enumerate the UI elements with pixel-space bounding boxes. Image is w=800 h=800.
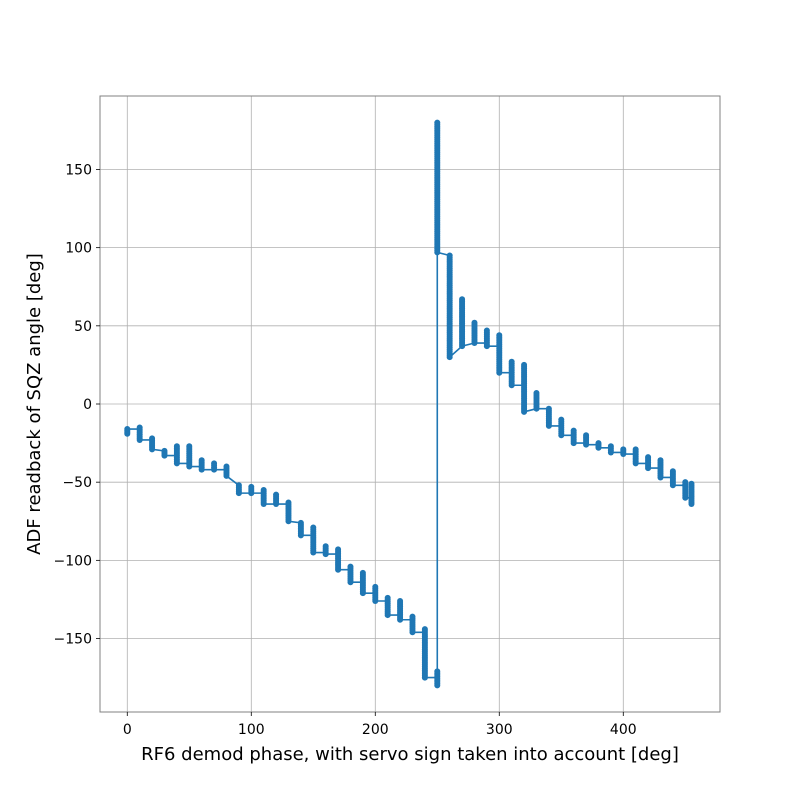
x-axis-label: RF6 demod phase, with servo sign taken i… xyxy=(141,744,679,765)
data-point xyxy=(335,546,342,553)
data-point xyxy=(273,491,280,498)
y-tick-label: 100 xyxy=(65,241,92,257)
y-tick-label: 0 xyxy=(83,397,92,413)
data-point xyxy=(620,446,627,453)
data-point xyxy=(124,426,131,433)
data-point xyxy=(248,483,255,490)
x-ticks: 0 100 200 300 400 xyxy=(123,712,637,738)
y-tick-label: −150 xyxy=(54,632,92,648)
y-tick-label: −100 xyxy=(54,553,92,569)
data-point xyxy=(173,443,180,450)
data-point xyxy=(161,447,168,454)
data-point xyxy=(583,432,590,439)
data-point xyxy=(471,319,478,326)
data-point xyxy=(645,454,652,461)
data-point xyxy=(434,119,441,126)
data-point xyxy=(186,443,193,450)
data-series xyxy=(124,119,695,689)
data-point xyxy=(688,480,695,487)
data-point xyxy=(322,543,329,550)
data-point xyxy=(558,416,565,423)
y-ticks: −150 −100 −50 0 50 100 150 xyxy=(54,162,100,648)
y-tick-label: 50 xyxy=(74,319,92,335)
data-point xyxy=(545,405,552,412)
data-point xyxy=(136,424,143,431)
data-point xyxy=(235,482,242,489)
data-point xyxy=(570,427,577,434)
data-point xyxy=(384,594,391,601)
data-point xyxy=(657,457,664,464)
data-point xyxy=(260,486,267,493)
data-point xyxy=(421,626,428,633)
x-tick-label: 300 xyxy=(486,722,513,738)
data-point xyxy=(347,563,354,570)
data-point xyxy=(595,440,602,447)
data-point xyxy=(521,361,528,368)
data-point xyxy=(669,468,676,475)
data-point xyxy=(508,358,515,365)
x-tick-label: 400 xyxy=(610,722,637,738)
data-point xyxy=(359,569,366,576)
data-point xyxy=(223,463,230,470)
data-point xyxy=(285,499,292,506)
data-point xyxy=(310,524,317,531)
data-point xyxy=(297,519,304,526)
data-point xyxy=(607,443,614,450)
x-tick-label: 200 xyxy=(362,722,389,738)
x-tick-label: 100 xyxy=(238,722,265,738)
grid xyxy=(100,96,720,712)
data-point xyxy=(483,327,490,334)
data-point xyxy=(198,457,205,464)
data-point xyxy=(446,252,453,259)
data-point xyxy=(409,613,416,620)
data-point xyxy=(632,446,639,453)
y-tick-label: −50 xyxy=(62,475,92,491)
data-point xyxy=(434,668,441,675)
y-axis-label: ADF readback of SQZ angle [deg] xyxy=(24,253,45,555)
y-tick-label: 150 xyxy=(65,162,92,178)
data-point xyxy=(496,332,503,339)
data-point xyxy=(149,435,156,442)
data-point xyxy=(211,460,218,467)
x-tick-label: 0 xyxy=(123,722,132,738)
data-point xyxy=(682,479,689,486)
data-point xyxy=(459,296,466,303)
data-point xyxy=(533,390,540,397)
data-point xyxy=(397,597,404,604)
data-point xyxy=(372,583,379,590)
